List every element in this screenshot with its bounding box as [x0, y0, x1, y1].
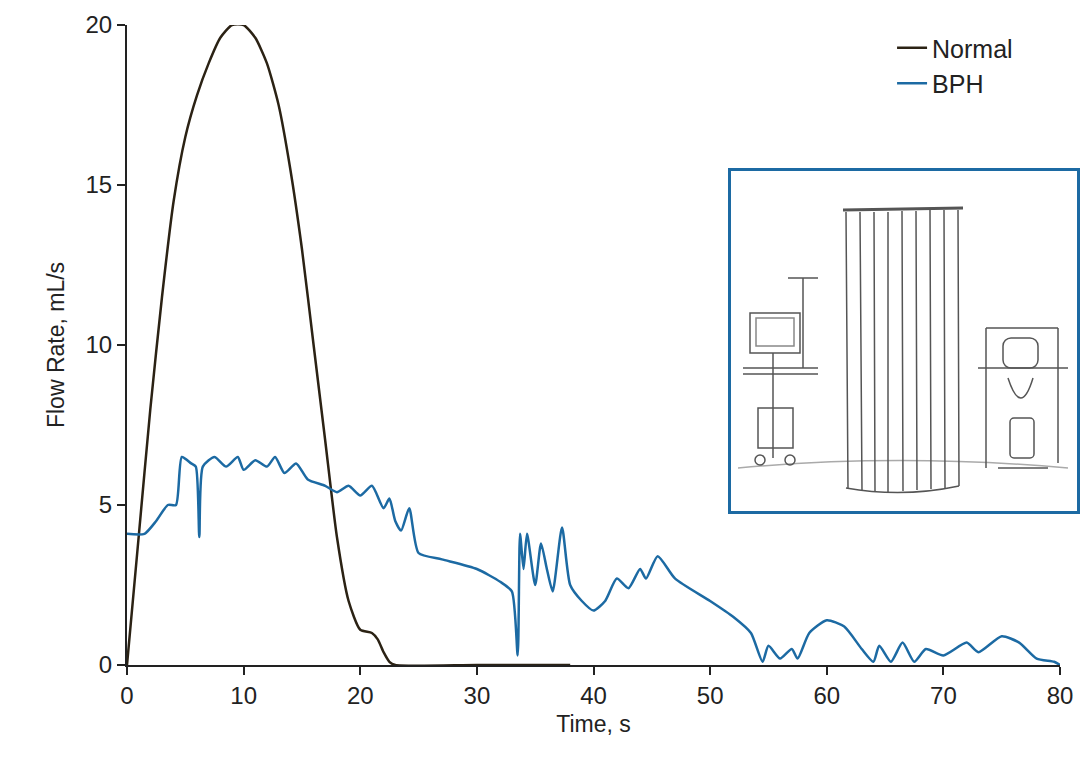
svg-text:30: 30: [464, 682, 491, 709]
svg-text:Normal: Normal: [932, 35, 1013, 63]
svg-text:Flow Rate, mL/s: Flow Rate, mL/s: [43, 262, 69, 428]
svg-text:5: 5: [99, 491, 112, 518]
svg-text:70: 70: [930, 682, 957, 709]
svg-text:40: 40: [580, 682, 607, 709]
svg-text:60: 60: [813, 682, 840, 709]
svg-text:BPH: BPH: [932, 70, 983, 98]
svg-text:10: 10: [85, 331, 112, 358]
svg-text:15: 15: [85, 171, 112, 198]
svg-text:0: 0: [120, 682, 133, 709]
svg-text:10: 10: [230, 682, 257, 709]
svg-text:50: 50: [697, 682, 724, 709]
svg-text:20: 20: [347, 682, 374, 709]
svg-text:20: 20: [85, 11, 112, 38]
svg-text:Time, s: Time, s: [556, 711, 631, 737]
svg-text:80: 80: [1047, 682, 1074, 709]
svg-text:0: 0: [99, 651, 112, 678]
